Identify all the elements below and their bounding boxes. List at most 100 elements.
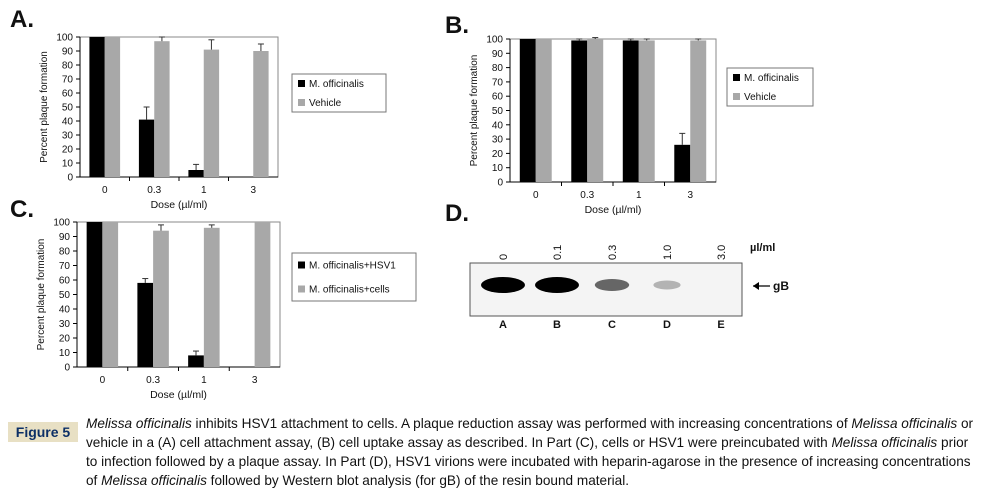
bar [188, 170, 204, 177]
y-tick-label: 100 [56, 33, 73, 44]
bar [690, 40, 707, 183]
legend-label: M. officinalis [744, 73, 799, 84]
panel-b-letter: B. [445, 12, 469, 39]
bar [153, 230, 169, 367]
legend-swatch [733, 74, 740, 81]
y-tick-label: 30 [62, 131, 74, 142]
figure-caption: Figure 5 Melissa officinalis inhibits HS… [8, 414, 980, 494]
bar [638, 40, 655, 183]
caption-text: Melissa officinalis inhibits HSV1 attach… [86, 414, 980, 490]
y-tick-label: 50 [492, 106, 504, 117]
bar [102, 222, 119, 367]
x-tick-label: 3 [687, 190, 693, 201]
chart-b: 0 10 20 30 40 50 60 70 80 90 100 0 0.3 1 3 Dose (µl/ml)… [469, 35, 814, 216]
bar [674, 144, 691, 182]
bar [89, 37, 105, 177]
y-tick-label: 70 [62, 75, 74, 86]
bar [622, 40, 639, 183]
caption-segment: followed by Western blot analysis (for g… [206, 473, 630, 488]
bar [203, 49, 220, 177]
y-tick-label: 20 [492, 149, 504, 160]
chart-c: 0 10 20 30 40 50 60 70 80 90 100 0 0.3 1 3 Dose (µl/ml)… [36, 218, 417, 401]
y-tick-label: 100 [53, 218, 70, 229]
x-tick-label: 0.3 [146, 375, 160, 386]
panel-a-letter: A. [10, 6, 34, 33]
lane-letter: B [553, 319, 561, 331]
y-tick-label: 20 [59, 334, 71, 345]
y-tick-label: 10 [492, 163, 504, 174]
bar [587, 39, 604, 182]
x-tick-label: 0.3 [147, 185, 161, 196]
lane-letter: E [717, 319, 724, 331]
x-tick-label: 1 [636, 190, 642, 201]
y-tick-label: 70 [59, 261, 71, 272]
lane-dose-label: 0 [498, 254, 510, 260]
bar [203, 227, 220, 367]
y-tick-label: 50 [59, 290, 71, 301]
lane-letter: D [663, 319, 671, 331]
chart-a: 0 10 20 30 40 50 60 70 80 90 100 0 0.3 1 3 Dose (µl/ml)… [39, 33, 387, 211]
bar [137, 282, 154, 367]
bar [535, 39, 552, 182]
blot-band [653, 280, 681, 290]
legend-label: Vehicle [309, 98, 342, 109]
x-tick-label: 0 [100, 375, 106, 386]
lane-letter: C [608, 319, 616, 331]
x-axis-label: Dose (µl/ml) [585, 204, 642, 216]
western-blot-panel: 0 0.1 0.3 1.0 3.0 µl/ml gB A B C D E [469, 225, 800, 335]
panel-d-letter: D. [445, 200, 469, 227]
legend-label: M. officinalis+cells [309, 285, 390, 296]
y-tick-label: 100 [486, 35, 503, 46]
legend-box [291, 252, 417, 302]
bar [104, 37, 121, 177]
lane-dose-label: 1.0 [662, 245, 674, 260]
y-axis-label: Percent plaque formation [469, 55, 480, 167]
x-tick-label: 0 [533, 190, 539, 201]
y-tick-label: 10 [59, 348, 71, 359]
y-tick-label: 40 [492, 120, 504, 131]
x-axis-label: Dose (µl/ml) [150, 389, 207, 401]
caption-segment: or vehicle in a (A) cell attachment assa… [86, 416, 974, 450]
y-tick-label: 10 [62, 159, 74, 170]
bar [86, 222, 103, 367]
bar [188, 355, 204, 367]
x-tick-label: 0.3 [580, 190, 594, 201]
x-tick-label: 0 [102, 185, 108, 196]
legend-swatch [298, 99, 305, 106]
legend-swatch [298, 80, 305, 87]
caption-species-name: Melissa officinalis [831, 435, 938, 450]
x-tick-label: 1 [201, 375, 207, 386]
blot-band [535, 277, 579, 293]
bar [253, 51, 269, 177]
legend-label: M. officinalis+HSV1 [309, 261, 396, 272]
x-tick-label: 3 [250, 185, 256, 196]
legend-label: Vehicle [744, 92, 777, 103]
y-tick-label: 0 [67, 173, 73, 184]
bar [571, 40, 588, 183]
y-tick-label: 70 [492, 77, 504, 88]
x-tick-label: 1 [201, 185, 207, 196]
y-axis-label: Percent plaque formation [36, 239, 47, 351]
bar [154, 41, 170, 178]
figure-label: Figure 5 [8, 422, 78, 442]
legend-swatch [298, 285, 305, 293]
y-tick-label: 90 [62, 47, 74, 58]
x-tick-label: 3 [252, 375, 258, 386]
y-tick-label: 0 [64, 363, 70, 374]
x-axis-label: Dose (µl/ml) [151, 199, 208, 211]
y-tick-label: 30 [492, 135, 504, 146]
legend-label: M. officinalis [309, 79, 364, 90]
y-tick-label: 80 [62, 61, 74, 72]
caption-species-name: Melissa officinalis [101, 473, 207, 488]
legend-swatch [733, 93, 740, 100]
caption-segment: inhibits HSV1 attachment to cells. A pla… [191, 416, 852, 431]
western-blot: 0 0.1 0.3 1.0 3.0 µl/ml gB A B C D E [469, 242, 789, 331]
lane-dose-label: 3.0 [716, 245, 728, 260]
band-label: gB [773, 279, 789, 293]
lane-dose-label: 0.1 [552, 245, 564, 260]
y-axis-label: Percent plaque formation [39, 51, 50, 163]
dose-unit-label: µl/ml [750, 242, 775, 254]
bar [519, 39, 536, 182]
y-tick-label: 60 [62, 89, 74, 100]
y-tick-label: 80 [59, 247, 71, 258]
